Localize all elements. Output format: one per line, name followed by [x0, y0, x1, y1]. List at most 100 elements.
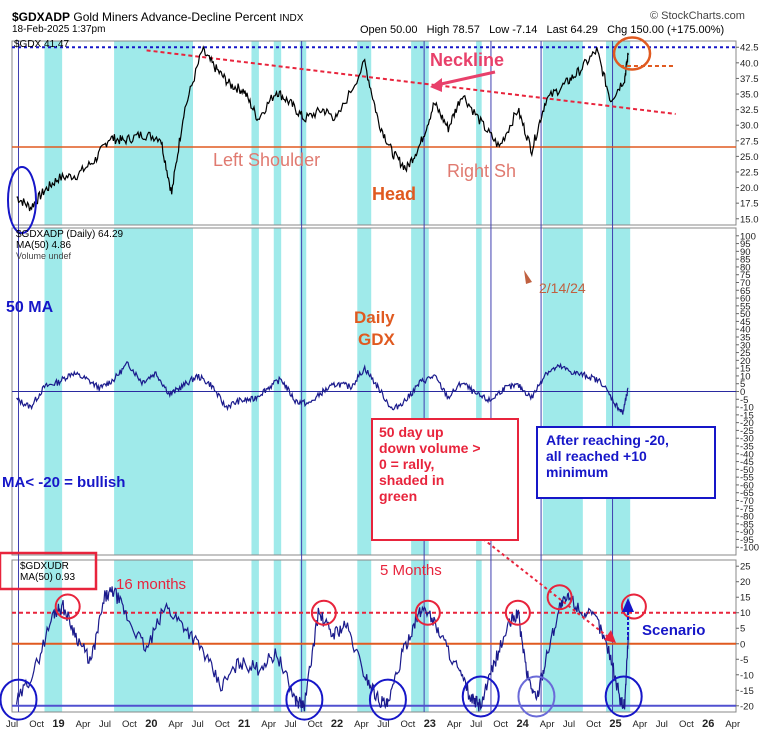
x-tick-label-11: Apr: [261, 719, 276, 730]
y-tick-label-0-9: 20.0: [740, 183, 759, 194]
x-tick-label-18: 23: [424, 718, 436, 730]
x-tick-label-24: Jul: [563, 719, 575, 730]
x-tick-label-7: Apr: [168, 719, 183, 730]
y-tick-label-0-2: 37.5: [740, 74, 759, 85]
y-tick-label-0-4: 32.5: [740, 105, 759, 116]
note-blue-line-1: After reaching -20,: [546, 432, 669, 448]
y-tick-label-2-2: 15: [740, 593, 751, 604]
top-circle-high: [612, 36, 652, 71]
y-tick-label-1-20: 0: [740, 387, 745, 398]
y-tick-label-1-31: -55: [740, 473, 754, 484]
annotation-scenario: Scenario: [642, 622, 706, 639]
note-box-blue: After reaching -20, all reached +10 mini…: [536, 426, 716, 499]
y-tick-label-2-4: 5: [740, 624, 745, 635]
bottom-red-circle-1: [310, 599, 337, 626]
y-tick-label-1-8: 60: [740, 294, 751, 305]
annotation-left-shoulder: Left Shoulder: [213, 150, 321, 170]
x-tick-label-10: 21: [238, 718, 250, 730]
y-tick-label-1-5: 75: [740, 270, 751, 281]
y-tick-label-2-6: -5: [740, 655, 748, 666]
bottom-blue-circle-1: [285, 678, 324, 721]
shaded-region-1-panel-2: [114, 560, 193, 712]
legend-adp-ma: MA(50) 4.86: [16, 240, 72, 251]
x-tick-label-5: Oct: [122, 719, 137, 730]
y-tick-label-1-28: -40: [740, 449, 754, 460]
bottom-blue-circle-5: [604, 675, 643, 718]
high: High 78.57: [426, 24, 480, 36]
scenario-arrowhead: [622, 598, 634, 612]
bottom-red-circle-4: [546, 584, 573, 611]
y-tick-label-0-5: 30.0: [740, 121, 759, 132]
shaded-region-4-panel-0: [299, 41, 307, 225]
y-tick-label-1-39: -95: [740, 535, 754, 546]
y-tick-label-1-14: 30: [740, 340, 751, 351]
note-red-line-1: 50 day up: [379, 424, 444, 440]
y-tick-label-2-0: 25: [740, 562, 751, 573]
credit: © StockCharts.com: [650, 10, 745, 22]
shaded-region-3-panel-0: [273, 41, 282, 225]
y-tick-label-2-7: -10: [740, 670, 754, 681]
last: Last 64.29: [546, 24, 598, 36]
y-tick-label-1-4: 80: [740, 262, 751, 273]
note-blue-line-2: all reached +10: [546, 448, 647, 465]
x-tick-label-29: Oct: [679, 719, 694, 730]
x-tick-label-16: Jul: [377, 719, 389, 730]
series-line-0: [16, 45, 629, 212]
y-tick-label-1-10: 50: [740, 309, 751, 320]
shaded-region-2-panel-2: [251, 560, 259, 712]
annotation-date-marker: 2/14/24: [539, 280, 586, 296]
shaded-region-0-panel-2: [44, 560, 63, 712]
date-arrowhead: [524, 270, 532, 284]
y-tick-label-2-3: 10: [740, 608, 751, 619]
y-tick-label-2-9: -20: [740, 701, 754, 712]
note-arrow: [449, 512, 613, 641]
bottom-red-circle-2: [414, 599, 441, 626]
x-tick-label-9: Oct: [215, 719, 230, 730]
shaded-region-5-panel-0: [357, 41, 372, 225]
x-tick-label-30: 26: [702, 718, 714, 730]
neckline: [146, 49, 676, 115]
neckline-arrow: [431, 70, 496, 88]
annotation-ma-bullish: MA< -20 = bullish: [2, 474, 126, 491]
bottom-blue-circle-4: [517, 675, 556, 718]
y-tick-label-1-1: 95: [740, 239, 751, 250]
y-tick-label-1-27: -35: [740, 442, 754, 453]
y-tick-label-1-15: 25: [740, 348, 751, 359]
y-tick-label-0-6: 27.5: [740, 136, 759, 147]
x-tick-label-1: Oct: [29, 719, 44, 730]
top-circle-low: [7, 166, 37, 235]
y-tick-label-2-8: -15: [740, 686, 754, 697]
y-tick-label-1-32: -60: [740, 480, 754, 491]
y-tick-label-1-40: -100: [740, 543, 759, 554]
annotation-gdx: GDX: [358, 330, 395, 349]
x-tick-label-6: 20: [145, 718, 157, 730]
x-tick-label-2: 19: [52, 718, 64, 730]
y-tick-label-1-12: 40: [740, 325, 751, 336]
x-tick-label-3: Apr: [76, 719, 91, 730]
note-red-line-5: green: [379, 488, 418, 505]
note-arrowhead: [604, 630, 616, 643]
annotation-5-months: 5 Months: [380, 562, 442, 579]
chart-date: 18-Feb-2025 1:37pm: [12, 24, 106, 35]
bottom-blue-circle-3: [461, 675, 500, 718]
series-line-2: [16, 586, 629, 712]
y-tick-label-1-36: -80: [740, 512, 754, 523]
annotation-head: Head: [372, 184, 417, 204]
y-tick-label-2-1: 20: [740, 577, 751, 588]
y-tick-label-1-6: 70: [740, 278, 751, 289]
ohlc: Open 50.00 High 78.57 Low -7.14 Last 64.…: [360, 24, 724, 36]
bottom-blue-circle-0: [0, 678, 38, 721]
shaded-region-1-panel-0: [114, 41, 193, 225]
y-tick-label-1-18: 10: [740, 371, 751, 382]
annotation-50ma: 50 MA: [6, 299, 54, 316]
exchange: INDX: [279, 13, 304, 24]
annotation-right-shoulder: Right Sh: [447, 161, 517, 181]
y-tick-label-0-3: 35.0: [740, 90, 759, 101]
annotation-daily: Daily: [354, 308, 395, 327]
shaded-region-2-panel-0: [251, 41, 259, 225]
shaded-region-6-panel-2: [411, 560, 429, 712]
y-tick-label-1-33: -65: [740, 488, 754, 499]
bottom-red-circle-3: [504, 599, 531, 626]
y-tick-label-1-30: -50: [740, 465, 754, 476]
series-line-1: [16, 360, 629, 415]
